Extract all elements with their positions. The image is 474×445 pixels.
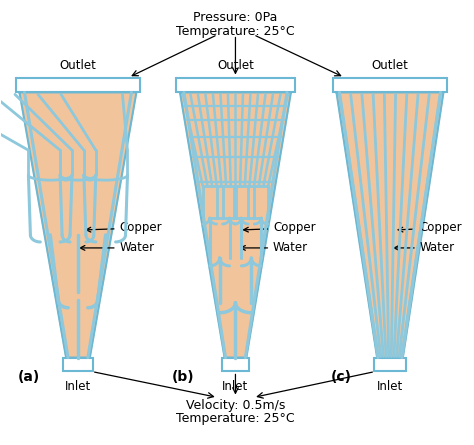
Text: Outlet: Outlet — [372, 60, 409, 73]
Text: (c): (c) — [330, 369, 352, 384]
Bar — [63, 358, 93, 371]
Text: Water: Water — [80, 242, 155, 255]
Text: Outlet: Outlet — [60, 60, 96, 73]
Text: Outlet: Outlet — [217, 60, 254, 73]
Polygon shape — [180, 93, 291, 358]
Polygon shape — [19, 93, 137, 358]
Text: Inlet: Inlet — [377, 380, 403, 392]
Bar — [333, 78, 447, 93]
Polygon shape — [337, 93, 444, 358]
Bar — [221, 358, 249, 371]
Text: Velocity: 0.5m/s: Velocity: 0.5m/s — [186, 400, 285, 413]
Text: (a): (a) — [18, 369, 40, 384]
Text: (b): (b) — [172, 369, 195, 384]
Text: Water: Water — [241, 242, 308, 255]
Text: Copper: Copper — [86, 222, 162, 235]
Bar — [374, 358, 406, 371]
Bar — [176, 78, 295, 93]
Text: Inlet: Inlet — [222, 380, 248, 392]
Text: Temperature: 25°C: Temperature: 25°C — [176, 413, 295, 425]
Text: Water: Water — [394, 242, 455, 255]
Bar — [16, 78, 140, 93]
Text: Inlet: Inlet — [65, 380, 91, 392]
Text: Copper: Copper — [398, 222, 462, 235]
Text: Copper: Copper — [244, 222, 316, 235]
Text: Pressure: 0Pa: Pressure: 0Pa — [193, 11, 278, 24]
Text: Temperature: 25°C: Temperature: 25°C — [176, 24, 295, 38]
